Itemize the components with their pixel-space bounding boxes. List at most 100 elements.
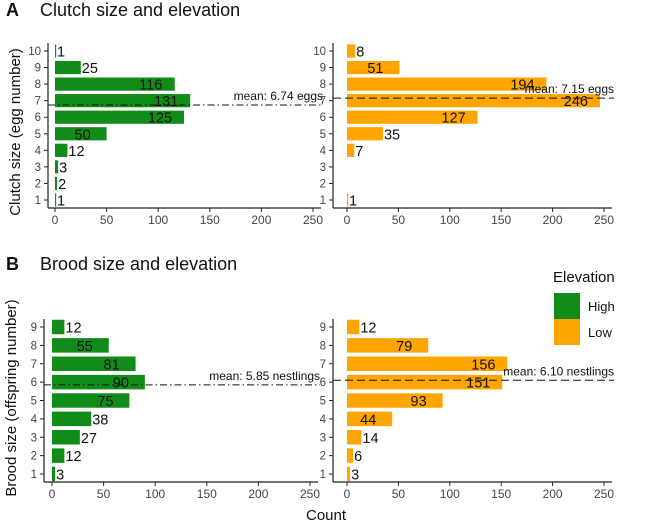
- panel-b-high-x-tick-label: 0: [49, 487, 56, 501]
- panel-b-high-data-label: 12: [65, 449, 81, 465]
- panel-b-low-bar: [347, 430, 362, 445]
- panel-b-low-data-label: 44: [360, 412, 376, 428]
- panel-b-low-mean-label: mean: 6.10 nestlings: [503, 364, 614, 378]
- panel-b-ylabel: Brood size (offspring number): [3, 299, 20, 496]
- panel-b-low-bar: [347, 448, 354, 463]
- panel-a-low-bar: [347, 193, 349, 207]
- panel-a-low-x-tick-label: 250: [594, 213, 614, 227]
- panel-a-low: 0 50 100 150 200 250 1 2 3 4 5 6 7 8 9 10 mean: 7.15 egg…: [313, 43, 614, 227]
- panel-a-low-data-label: 246: [564, 94, 588, 110]
- panel-a-high-data-label: 131: [154, 94, 178, 110]
- panel-b-low-bar: [347, 411, 393, 427]
- panel-a-high-x-tick-label: 50: [100, 213, 114, 227]
- panel-a-low-x-tick-label: 50: [392, 213, 406, 227]
- panel-b-high-x-tick-label: 250: [300, 487, 320, 501]
- panel-b-letter: B: [6, 254, 19, 274]
- panel-b-high-y-tick-label: 2: [31, 451, 37, 463]
- panel-a-low-y-tick-label: 8: [320, 79, 326, 91]
- panel-a-high-data-label: 50: [75, 127, 91, 143]
- panel-b-high-bar: [52, 319, 65, 335]
- panel-a-low-y-tick-label: 1: [320, 195, 326, 207]
- panel-a-low-mean-label: mean: 7.15 eggs: [525, 82, 614, 96]
- panel-b-high-x-tick-label: 150: [197, 487, 217, 501]
- panel-a-high-data-label: 116: [139, 78, 162, 94]
- panel-b-low-x-tick-label: 150: [491, 487, 511, 501]
- legend-label-high: High: [588, 299, 615, 314]
- panel-b-high-bar: [52, 374, 145, 390]
- panel-a-low-data-label: 127: [441, 111, 465, 127]
- panel-a-high-data-label: 125: [148, 111, 172, 127]
- panel-a-low-data-label: 194: [510, 78, 534, 94]
- panel-b-high-y-tick-label: 4: [31, 414, 38, 426]
- panel-b-high-data-label: 3: [56, 468, 64, 484]
- panel-a-high-bar: [55, 143, 68, 157]
- panel-b-low-data-label: 3: [351, 468, 359, 484]
- panel-a-low-y-tick-label: 6: [320, 112, 326, 124]
- panel-b-high-data-label: 55: [77, 339, 93, 355]
- panel-a-high-mean-label: mean: 6.74 eggs: [234, 89, 323, 103]
- panel-a-high-y-tick-label: 6: [35, 112, 41, 124]
- panel-a-high-bar: [55, 44, 57, 58]
- legend-label-low: Low: [588, 325, 612, 340]
- panel-a-low-bar: [347, 77, 547, 91]
- panel-a-high-y-tick-label: 1: [35, 195, 41, 207]
- panel-a-high-bar: [55, 94, 191, 108]
- panel-a-low-x-tick-label: 200: [543, 213, 563, 227]
- panel-b-low-y-tick-label: 2: [320, 451, 326, 463]
- panel-b-low-y-tick-label: 1: [320, 469, 326, 481]
- panel-b-low-bar: [347, 319, 360, 335]
- panel-b-low-bar: [347, 466, 351, 482]
- panel-a-low-y-tick-label: 10: [313, 46, 326, 58]
- panel-b-low-bar: [347, 356, 508, 371]
- panel-b-low-data-label: 151: [466, 376, 490, 392]
- panel-b-high-data-label: 90: [113, 376, 129, 392]
- panel-a-high-y-tick-label: 9: [35, 63, 41, 75]
- panel-b-low-data-label: 14: [362, 431, 378, 447]
- panel-b-high-x-tick-label: 50: [97, 487, 111, 501]
- panel-b-high-bar: [52, 393, 130, 408]
- panel-b-high-mean-label: mean: 5.85 nestlings: [209, 369, 320, 383]
- panel-b-low-y-tick-label: 3: [320, 432, 326, 444]
- panel-b-high-data-label: 38: [92, 412, 108, 428]
- panel-b-high-y-tick-label: 7: [31, 359, 37, 371]
- panel-a-high-x-tick-label: 250: [303, 213, 323, 227]
- panel-b-low-x-tick-label: 50: [392, 487, 406, 501]
- panel-a-high-y-tick-label: 2: [35, 178, 41, 190]
- panel-a-high-y-tick-label: 10: [28, 46, 41, 58]
- panel-a-high-data-label: 3: [59, 160, 67, 176]
- panel-a-high-x-tick-label: 150: [200, 213, 220, 227]
- panel-a-high-y-tick-label: 3: [35, 162, 41, 174]
- panel-b-high-data-label: 27: [81, 431, 97, 447]
- panel-b-low-data-label: 12: [360, 321, 376, 337]
- panel-a-low-data-label: 1: [349, 194, 357, 210]
- panel-a-low-data-label: 51: [367, 61, 383, 77]
- panel-a-low-y-tick-label: 7: [320, 96, 326, 108]
- panel-b-low-y-tick-label: 5: [320, 396, 326, 408]
- panel-b-low-bar: [347, 338, 429, 353]
- panel-b-high-bar: [52, 466, 56, 482]
- panel-a-high-data-label: 25: [82, 61, 98, 77]
- panel-b-high-x-tick-label: 100: [145, 487, 165, 501]
- panel-a-high-y-tick-label: 7: [35, 96, 41, 108]
- panel-a-low-y-tick-label: 3: [320, 162, 326, 174]
- panel-a-ylabel: Clutch size (egg number): [7, 48, 24, 216]
- panel-b-low-x-tick-label: 0: [344, 487, 351, 501]
- panel-a-high-bar: [55, 193, 57, 207]
- panel-a-title: Clutch size and elevation: [40, 0, 240, 20]
- legend-swatch-high: [554, 293, 580, 319]
- panel-b-high-x-tick-label: 200: [248, 487, 268, 501]
- panel-b-low-x-tick-label: 200: [543, 487, 563, 501]
- x-axis-label: Count: [306, 507, 347, 524]
- panel-a-low-data-label: 7: [355, 144, 363, 160]
- panel-b-low-y-tick-label: 8: [320, 340, 326, 352]
- panel-a-high-bar: [55, 77, 175, 91]
- panel-b-low-y-tick-label: 4: [320, 414, 327, 426]
- legend-swatch-low: [554, 319, 580, 345]
- panel-a-high-x-tick-label: 200: [251, 213, 271, 227]
- panel-b-low-y-tick-label: 7: [320, 359, 326, 371]
- panel-a-low-bar: [347, 60, 400, 75]
- panel-a-low-y-tick-label: 5: [320, 129, 326, 141]
- panel-a-low-y-tick-label: 9: [320, 63, 326, 75]
